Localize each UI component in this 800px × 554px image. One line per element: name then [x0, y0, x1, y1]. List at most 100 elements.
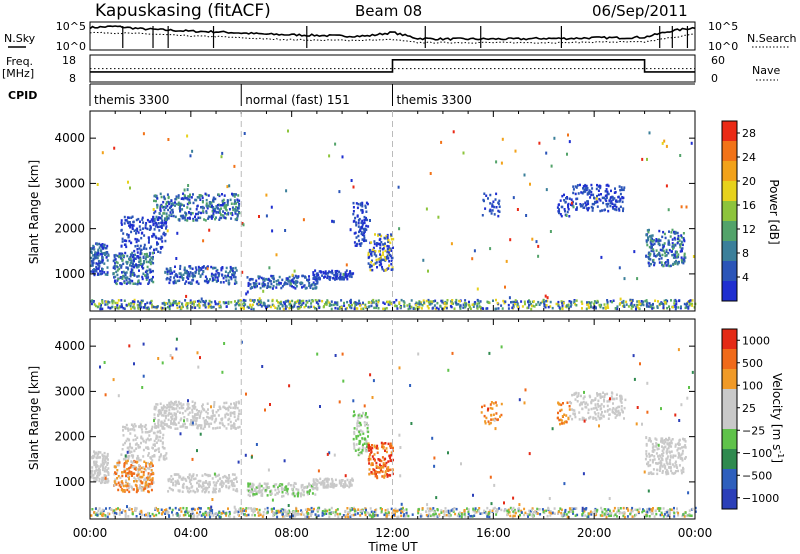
echo-cell	[230, 267, 232, 271]
echo-cell	[179, 264, 182, 268]
echo-cell	[555, 302, 558, 306]
echo-cell	[355, 437, 358, 440]
echo-cell	[443, 301, 446, 305]
echo-cell	[173, 407, 176, 411]
echo-cell	[605, 188, 608, 191]
echo-cell	[204, 192, 207, 196]
echo-cell	[125, 303, 128, 307]
echo-cell	[207, 204, 210, 207]
echo-cell	[375, 304, 378, 308]
echo-cell	[154, 222, 157, 225]
echo-cell	[248, 490, 251, 494]
echo-cell	[234, 210, 237, 213]
echo-cell	[352, 185, 355, 189]
echo-cell	[271, 303, 274, 307]
echo-cell	[357, 302, 360, 305]
echo-cell	[655, 238, 658, 241]
echo-cell	[103, 451, 106, 455]
echo-cell	[182, 482, 185, 486]
echo-cell	[388, 454, 391, 458]
echo-cell	[666, 455, 669, 458]
echo-cell	[420, 301, 423, 304]
echo-cell	[177, 196, 180, 199]
echo-cell	[239, 299, 242, 302]
echo-cell	[654, 437, 657, 440]
echo-cell	[274, 306, 277, 309]
echo-cell	[380, 254, 382, 258]
echo-cell	[560, 214, 563, 218]
echo-cell	[614, 200, 617, 203]
echo-cell	[647, 256, 650, 259]
echo-cell	[173, 279, 176, 282]
echo-cell	[623, 304, 625, 307]
echo-cell	[624, 398, 627, 402]
echo-cell	[168, 305, 171, 308]
echo-cell	[298, 301, 301, 305]
echo-cell	[208, 228, 211, 232]
echo-cell	[90, 251, 93, 254]
echo-cell	[661, 243, 664, 247]
echo-cell	[557, 300, 560, 304]
echo-cell	[269, 490, 272, 493]
echo-cell	[248, 278, 251, 282]
echo-cell	[603, 395, 606, 398]
echo-cell	[189, 423, 192, 426]
echo-cell	[165, 203, 168, 206]
echo-cell	[167, 200, 170, 204]
echo-cell	[566, 210, 569, 214]
echo-cell	[599, 395, 602, 398]
echo-cell	[340, 306, 343, 309]
echo-cell	[549, 230, 552, 233]
echo-cell	[687, 307, 690, 310]
echo-cell	[133, 300, 136, 304]
echo-cell	[592, 306, 595, 309]
echo-cell	[652, 258, 655, 262]
echo-cell	[127, 180, 129, 184]
echo-cell	[529, 182, 531, 186]
echo-cell	[648, 228, 650, 232]
echo-cell	[192, 423, 195, 427]
echo-cell	[348, 271, 351, 275]
echo-cell	[234, 405, 237, 409]
echo-cell	[388, 248, 391, 252]
echo-cell	[674, 460, 677, 463]
echo-cell	[671, 463, 674, 466]
echo-cell	[487, 197, 489, 200]
echo-cell	[593, 300, 596, 303]
echo-cell	[114, 258, 117, 261]
echo-cell	[226, 476, 228, 480]
echo-cell	[141, 299, 144, 303]
echo-cell	[661, 445, 663, 448]
echo-cell	[501, 137, 504, 141]
echo-cell	[186, 487, 189, 490]
echo-cell	[264, 507, 266, 511]
echo-cell	[125, 260, 128, 264]
echo-cell	[577, 392, 580, 395]
echo-cell	[403, 305, 406, 308]
echo-cell	[619, 396, 622, 400]
echo-cell	[210, 201, 213, 204]
echo-cell	[476, 304, 479, 308]
echo-cell	[381, 265, 383, 269]
echo-cell	[673, 302, 676, 305]
echo-cell	[383, 256, 386, 259]
echo-cell	[604, 410, 606, 413]
echo-cell	[106, 266, 109, 269]
echo-cell	[221, 417, 224, 420]
echo-cell	[182, 406, 185, 410]
echo-cell	[291, 306, 294, 309]
echo-cell	[658, 257, 661, 261]
echo-cell	[158, 225, 161, 228]
echo-cell	[116, 279, 119, 282]
echo-cell	[130, 450, 133, 454]
echo-cell	[261, 489, 264, 492]
echo-cell	[352, 442, 355, 445]
echo-cell	[236, 198, 239, 201]
echo-cell	[314, 493, 317, 496]
echo-cell	[212, 481, 215, 484]
echo-cell	[502, 299, 505, 303]
echo-cell	[166, 302, 169, 305]
echo-cell	[457, 303, 460, 306]
echo-cell	[152, 261, 155, 265]
echo-cell	[655, 512, 658, 516]
